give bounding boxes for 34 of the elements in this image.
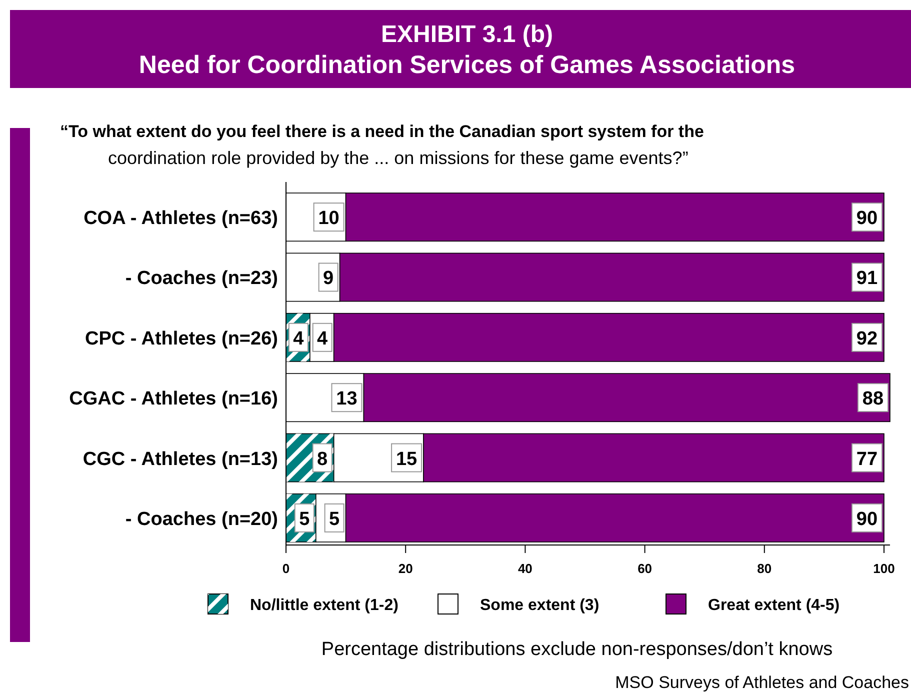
data-label: 5 <box>299 508 310 530</box>
text: Percentage distributions exclude non-responses/don’t knows <box>321 639 833 660</box>
data-label: 90 <box>856 208 878 230</box>
y-tick-label: CGC - Athletes (n=13) <box>82 448 278 470</box>
x-tick-label: 80 <box>757 561 772 576</box>
x-tick-label: 60 <box>638 561 652 576</box>
chart-subtitle: “To what extent do you feel there is a need in the Canadian sport system for the coordination role provided by the ... on missions for these game events?” <box>60 122 704 168</box>
y-tick-label: COA - Athletes (n=63) <box>84 208 278 230</box>
x-tick-label: 100 <box>873 561 895 576</box>
x-tick-label: 40 <box>518 561 532 576</box>
legend-label: No/little extent (1-2) <box>250 597 398 614</box>
text: MSO Surveys of Athletes and Coaches <box>615 673 909 692</box>
x-tick-label: 0 <box>282 561 290 576</box>
y-tick-label: - Coaches (n=23) <box>125 268 278 290</box>
data-label: 8 <box>317 448 328 470</box>
data-label: 10 <box>318 208 340 230</box>
data-label: 88 <box>862 388 884 410</box>
data-label: 5 <box>329 508 340 530</box>
data-label: 15 <box>396 448 418 470</box>
y-tick-label: - Coaches (n=20) <box>125 508 278 530</box>
data-label: 9 <box>323 268 334 290</box>
legend-label: Great extent (4-5) <box>708 597 840 614</box>
y-tick-label: CPC - Athletes (n=26) <box>84 328 278 350</box>
y-tick-label: CGAC - Athletes (n=16) <box>69 388 278 410</box>
x-tick-label: 20 <box>398 561 413 576</box>
chart-title: EXHIBIT 3.1 (b) Need for Coordination Services of Games Associations <box>138 21 796 79</box>
data-label: 4 <box>317 328 328 350</box>
data-label: 13 <box>336 388 358 410</box>
data-label: 4 <box>293 328 304 350</box>
data-label: 90 <box>856 508 878 530</box>
legend-label: Some extent (3) <box>480 597 600 614</box>
data-label: 92 <box>856 328 878 350</box>
data-label: 77 <box>856 448 878 470</box>
data-label: 91 <box>856 268 878 290</box>
